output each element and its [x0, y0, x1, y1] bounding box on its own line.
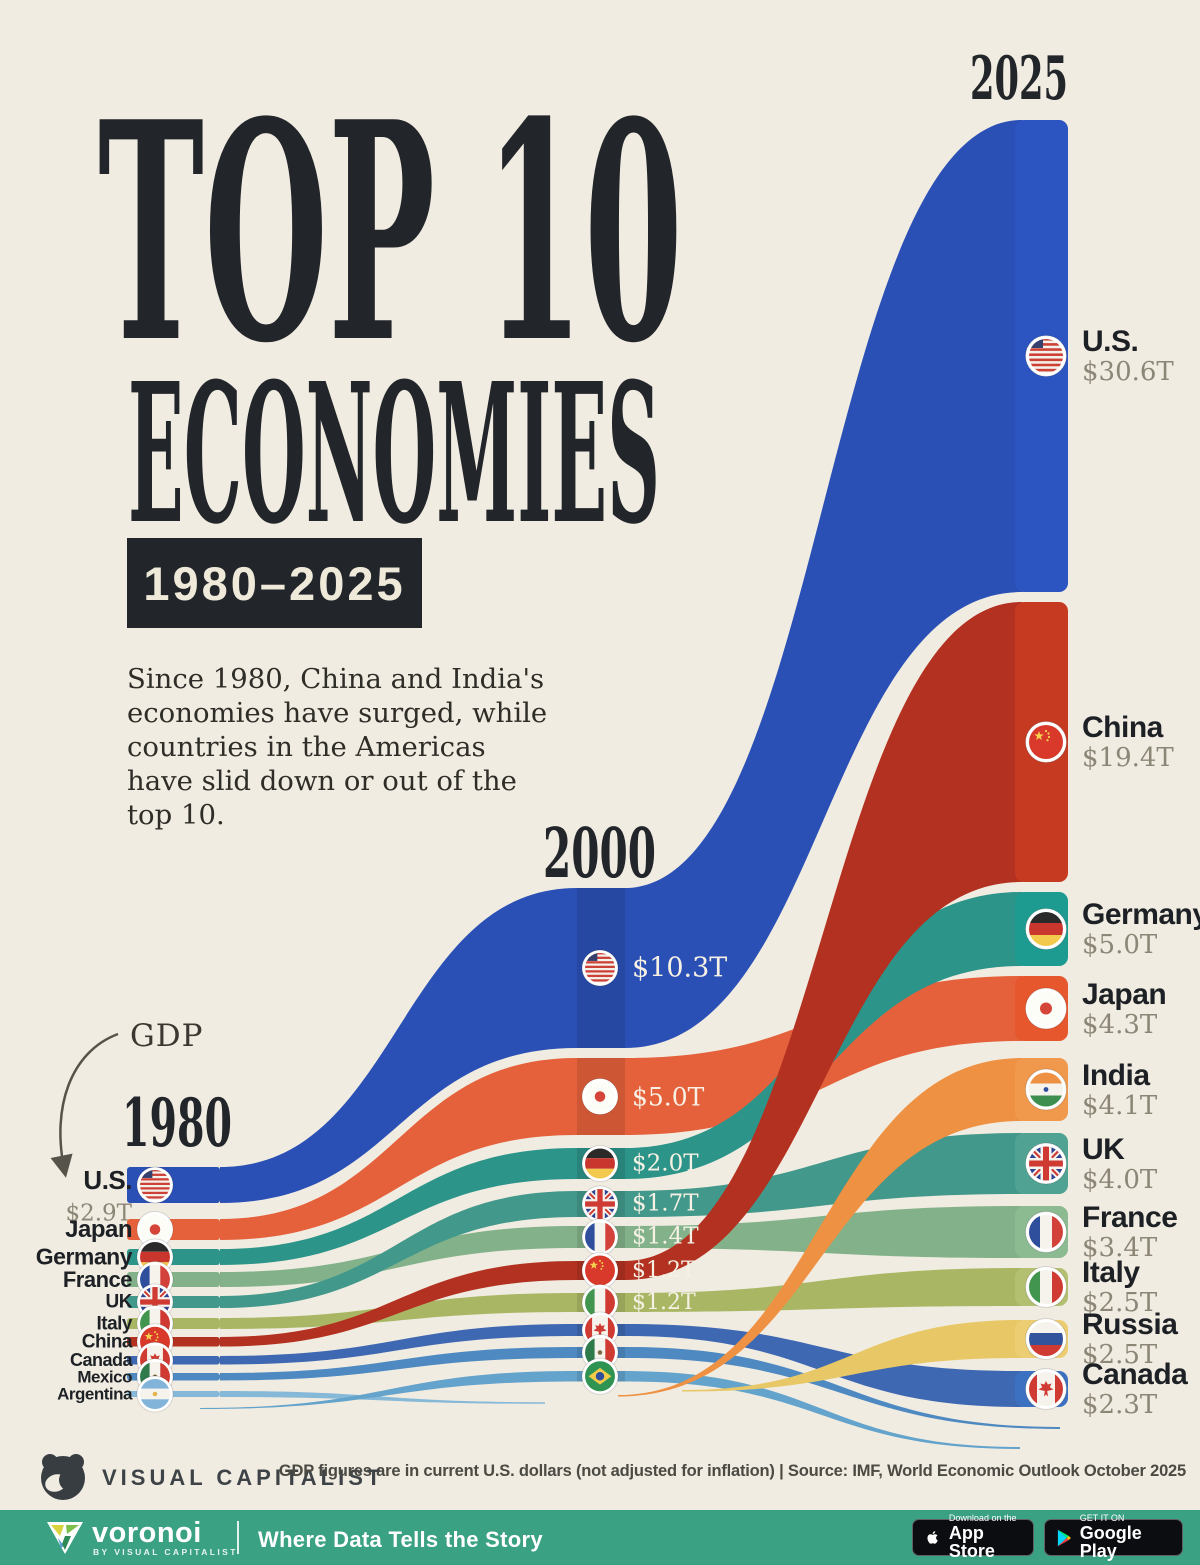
voronoi-logo-icon: [47, 1522, 83, 1554]
country-value-2000-italy: $1.2T: [632, 1289, 696, 1315]
country-value-2025-italy: $2.5T: [1082, 1288, 1158, 1318]
country-value-2025-china: $19.4T: [1082, 743, 1174, 773]
flag-italy: [581, 1284, 619, 1321]
voronoi-logo-text: voronoi: [92, 1517, 202, 1549]
country-value-2000-france: $1.4T: [632, 1223, 699, 1250]
flag-us: [1025, 335, 1067, 377]
country-label-1980-japan: Japan: [65, 1215, 132, 1243]
bar-tagline: Where Data Tells the Story: [258, 1527, 543, 1552]
google-play-icon: [1057, 1529, 1071, 1546]
country-label-1980-china: China: [81, 1331, 133, 1353]
country-label-1980-us: U.S.: [83, 1165, 132, 1195]
flag-japan: [581, 1078, 619, 1115]
flag-germany: [1025, 908, 1067, 950]
gdp-annotation-arrow: [50, 1032, 119, 1178]
title-line1: TOP 10: [98, 56, 683, 409]
app-store-badge[interactable]: Download on the App Store: [912, 1513, 1034, 1561]
country-value-2025-us: $30.6T: [1082, 357, 1174, 387]
country-value-2025-canada: $2.3T: [1082, 1390, 1158, 1420]
country-value-2025-india: $4.1T: [1082, 1090, 1158, 1121]
apple-icon: [927, 1531, 938, 1544]
subtitle: Since 1980, China and India's economies …: [127, 663, 548, 832]
country-label-2025-uk: UK: [1082, 1132, 1125, 1166]
app-store-line2: App Store: [948, 1522, 995, 1562]
country-label-1980-mexico: Mexico: [77, 1367, 132, 1387]
country-label-2025-italy: Italy: [1082, 1256, 1140, 1289]
country-value-2025-uk: $4.0T: [1082, 1164, 1158, 1195]
country-label-2025-russia: Russia: [1082, 1308, 1178, 1341]
flag-japan: [1025, 987, 1067, 1030]
app-store-line1: Download on the: [948, 1512, 1017, 1523]
flag-germany: [581, 1145, 619, 1182]
country-label-1980-italy: Italy: [96, 1313, 132, 1334]
country-value-2025-russia: $2.5T: [1082, 1340, 1158, 1370]
country-value-2000-uk: $1.7T: [632, 1190, 699, 1217]
flag-india: [1025, 1068, 1067, 1111]
flag-canada: [1025, 1368, 1067, 1410]
flag-us: [136, 1166, 174, 1204]
period-badge: 1980–2025: [127, 538, 422, 628]
flag-italy: [1025, 1266, 1067, 1308]
country-value-2000-china: $1.2T: [632, 1257, 696, 1283]
flag-markers: [136, 335, 1067, 1413]
google-play-line2: Google Play: [1079, 1522, 1142, 1562]
footer-note: GDP figures are in current U.S. dollars …: [278, 1461, 1186, 1480]
period-text: 1980–2025: [143, 556, 406, 610]
flag-us: [581, 949, 619, 987]
country-label-1980-uk: UK: [105, 1291, 133, 1313]
flag-china: [581, 1252, 619, 1289]
flag-france: [581, 1218, 619, 1256]
flag-uk: [1025, 1142, 1067, 1185]
country-label-1980-argentina: Argentina: [57, 1384, 132, 1404]
flag-france: [1025, 1211, 1067, 1253]
year-label-2025: 2025: [970, 44, 1068, 114]
country-label-2025-france: France: [1082, 1201, 1178, 1234]
flag-argentina: [136, 1375, 174, 1413]
title-line2: ECONOMIES: [128, 342, 660, 567]
bar-divider: [237, 1521, 239, 1554]
country-value-2025-germany: $5.0T: [1082, 930, 1158, 960]
flag-china: [1025, 721, 1067, 763]
gdp-annotation-label: GDP: [130, 1018, 203, 1054]
footer-brand: VISUAL CAPITALIST: [102, 1465, 385, 1490]
country-value-2000-germany: $2.0T: [632, 1150, 699, 1176]
country-value-2000-us: $10.3T: [632, 952, 728, 984]
flag-brazil: [581, 1357, 619, 1395]
year-label-1980: 1980: [122, 1084, 232, 1162]
country-label-2025-canada: Canada: [1082, 1358, 1188, 1391]
google-play-badge[interactable]: GET IT ON Google Play: [1044, 1513, 1183, 1561]
country-label-2025-germany: Germany: [1082, 898, 1200, 931]
country-label-2025-india: India: [1082, 1058, 1150, 1092]
country-value-2025-japan: $4.3T: [1082, 1009, 1158, 1040]
google-play-line1: GET IT ON: [1079, 1512, 1125, 1523]
voronoi-logo-subtext: BY VISUAL CAPITALIST: [93, 1547, 238, 1557]
country-label-1980-canada: Canada: [69, 1350, 133, 1371]
country-label-1980-france: France: [62, 1266, 133, 1292]
year-label-2000: 2000: [543, 814, 656, 894]
flag-uk: [581, 1185, 619, 1223]
country-value-2025-france: $3.4T: [1082, 1233, 1158, 1263]
country-label-2025-japan: Japan: [1082, 977, 1167, 1011]
country-label-2025-china: China: [1082, 711, 1163, 744]
country-label-1980-germany: Germany: [35, 1243, 133, 1270]
country-label-2025-us: U.S.: [1082, 325, 1139, 358]
country-value-2000-japan: $5.0T: [632, 1082, 705, 1111]
country-value-1980-us: $2.9T: [65, 1200, 132, 1227]
flag-russia: [1025, 1318, 1067, 1360]
visual-capitalist-logo-icon: [41, 1454, 85, 1500]
